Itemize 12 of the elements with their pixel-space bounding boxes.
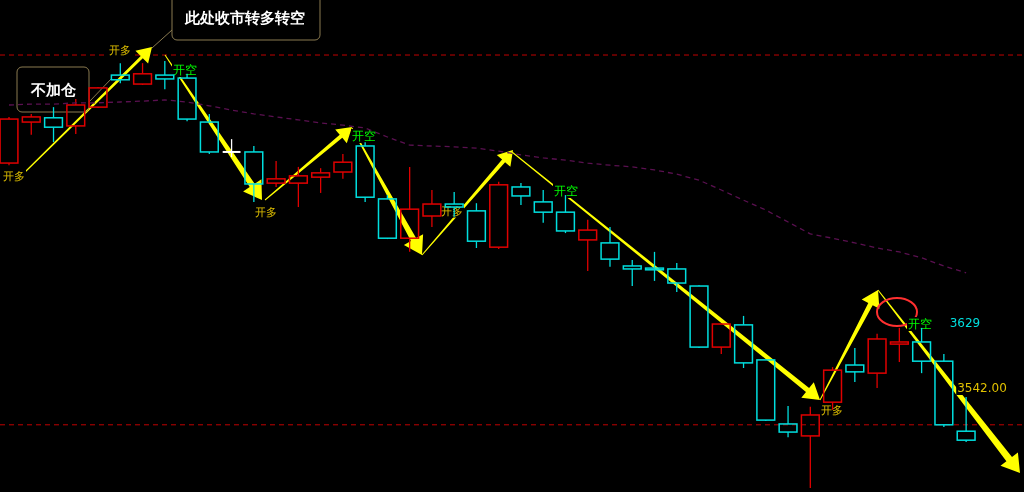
annotation: 开空 [173,63,197,77]
annotation: 3542.00 [957,381,1007,395]
annotation: 不加仓 [29,81,77,99]
annotation: 开空 [554,184,578,198]
text: 此处收市转多转空 [184,9,305,27]
annotation: 开空 [352,129,376,143]
annotation: 开空 [908,317,932,331]
annotation: 开多 [255,205,277,219]
text: 开多 [109,43,131,57]
annotation: 3629 [949,316,981,330]
annotation: 开多 [3,169,25,183]
annotation: 开多 [821,403,843,417]
